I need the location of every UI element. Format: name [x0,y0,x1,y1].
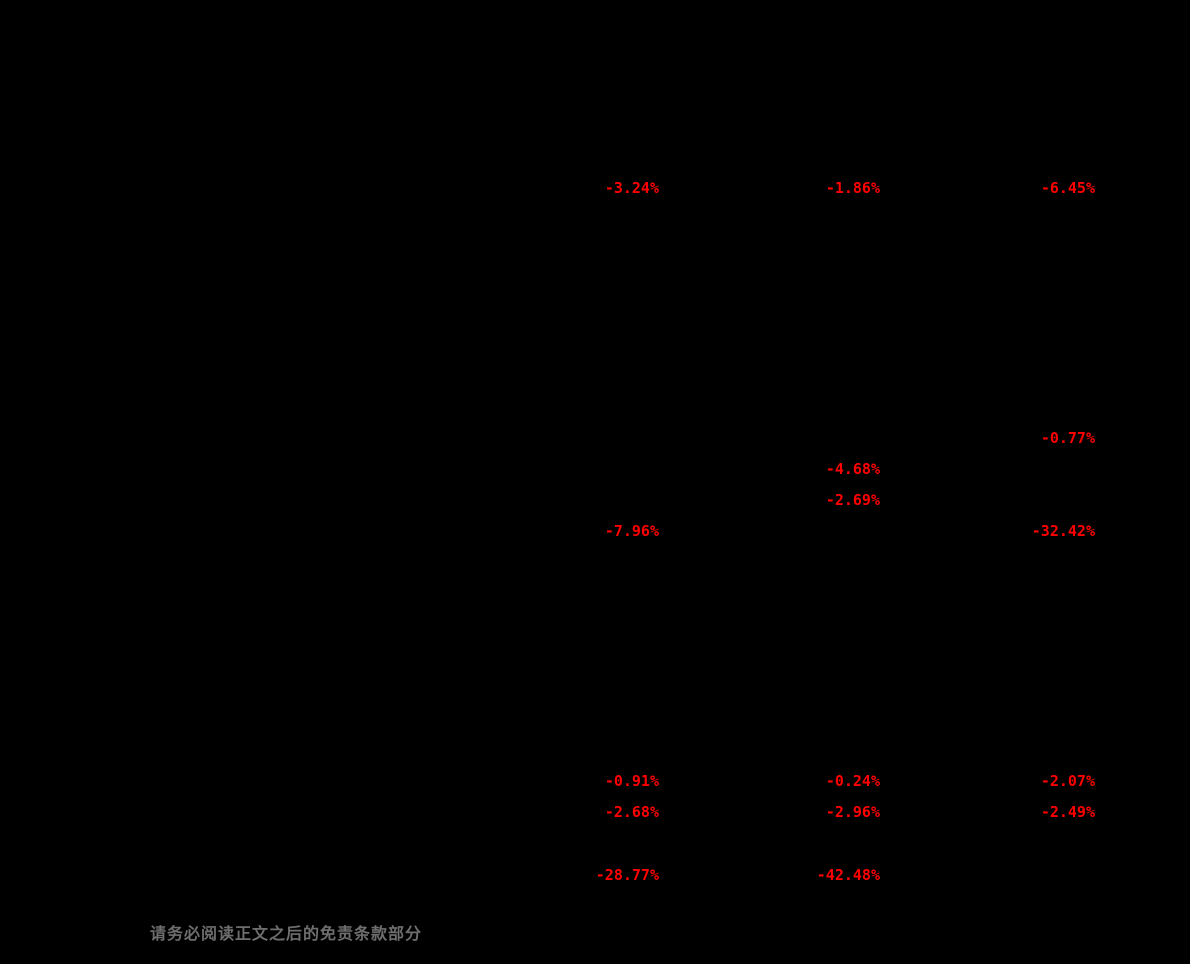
table-cell: -2.07% [1040,772,1095,790]
table-cell: -7.96% [604,522,659,540]
table-cell: -3.24% [604,179,659,197]
table-cell: -6.45% [1040,179,1095,197]
table-cell: -0.24% [825,772,880,790]
table-cell: -1.86% [825,179,880,197]
table-cell: -32.42% [1031,522,1095,540]
table-cell: -2.68% [604,803,659,821]
table-cell: -0.77% [1040,429,1095,447]
disclaimer-footer: 请务必阅读正文之后的免责条款部分 [150,924,423,943]
table-cell: -2.69% [825,491,880,509]
table-cell: -2.96% [825,803,880,821]
table-cell: -2.49% [1040,803,1095,821]
table-cell: -28.77% [595,866,659,884]
table-cell: -4.68% [825,460,880,478]
table-cell: -0.91% [604,772,659,790]
table-cell: -42.48% [816,866,880,884]
